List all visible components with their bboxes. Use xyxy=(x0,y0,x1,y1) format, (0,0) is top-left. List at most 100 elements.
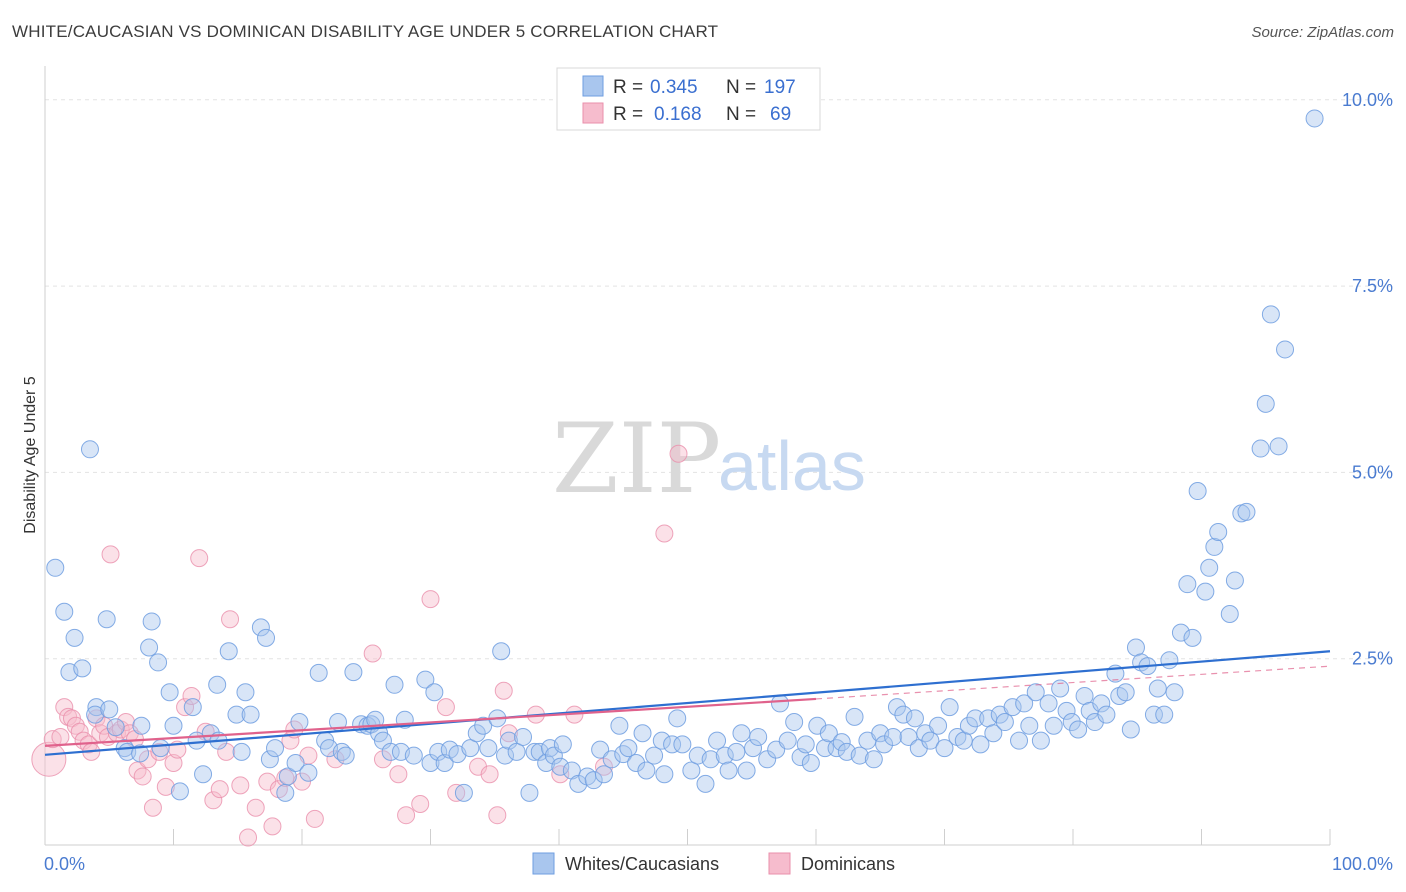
dominican-point xyxy=(133,767,152,786)
dominican-point xyxy=(326,750,345,769)
white-caucasian-point xyxy=(1069,720,1088,739)
white-caucasian-point xyxy=(682,761,701,780)
white-caucasian-point xyxy=(1171,623,1190,642)
white-caucasian-point xyxy=(744,739,763,758)
white-caucasian-point xyxy=(1097,705,1116,724)
white-caucasian-point xyxy=(652,731,671,750)
dominican-point xyxy=(488,806,507,825)
white-caucasian-point xyxy=(959,716,978,735)
white-caucasian-point xyxy=(553,735,572,754)
white-caucasian-point xyxy=(496,746,515,765)
white-caucasian-point xyxy=(429,742,448,761)
white-caucasian-point xyxy=(727,742,746,761)
white-caucasian-point xyxy=(619,739,638,758)
white-caucasian-point xyxy=(1269,437,1288,456)
white-caucasian-point xyxy=(1092,694,1111,713)
white-caucasian-point xyxy=(995,713,1014,732)
white-caucasian-point xyxy=(758,750,777,769)
white-caucasian-point xyxy=(336,746,355,765)
white-caucasian-point xyxy=(278,767,297,786)
white-caucasian-point xyxy=(142,612,161,631)
legend-n-value-1: 197 xyxy=(764,77,796,98)
white-caucasian-point xyxy=(260,750,279,769)
white-caucasian-point xyxy=(1062,713,1081,732)
dominican-point xyxy=(231,776,250,795)
white-caucasian-point xyxy=(1039,694,1058,713)
white-caucasian-point xyxy=(614,745,633,764)
white-caucasian-point xyxy=(251,618,270,637)
white-caucasian-point xyxy=(1276,340,1295,359)
white-caucasian-point xyxy=(1003,698,1022,717)
white-caucasian-point xyxy=(899,727,918,746)
dominican-point xyxy=(389,765,408,784)
white-caucasian-point xyxy=(474,716,493,735)
white-caucasian-point xyxy=(778,731,797,750)
white-caucasian-point xyxy=(435,754,454,773)
y-tick-label-3: 10.0% xyxy=(1342,90,1393,110)
white-caucasian-point xyxy=(97,610,116,629)
white-caucasian-point xyxy=(416,670,435,689)
white-caucasian-point xyxy=(633,724,652,743)
white-caucasian-point xyxy=(1051,679,1070,698)
white-caucasian-point xyxy=(708,731,727,750)
white-caucasian-point xyxy=(1178,575,1197,594)
white-caucasian-point xyxy=(131,744,150,763)
dominican-point xyxy=(411,795,430,814)
dominican-point xyxy=(499,724,518,743)
white-caucasian-point xyxy=(1209,523,1228,542)
legend-n-label-1: N = xyxy=(726,77,756,98)
white-caucasian-point xyxy=(1020,716,1039,735)
dominican-point xyxy=(176,698,195,717)
white-caucasian-point xyxy=(86,705,105,724)
dominican-trendline-extension xyxy=(815,665,1331,700)
dominican-point xyxy=(239,828,258,847)
white-caucasian-point xyxy=(591,740,610,759)
chart-source: Source: ZipAtlas.com xyxy=(1251,24,1394,41)
legend-swatch-pink xyxy=(582,102,604,124)
white-caucasian-point xyxy=(696,774,715,793)
white-caucasian-point xyxy=(514,727,533,746)
white-caucasian-point xyxy=(701,750,720,769)
white-caucasian-point xyxy=(344,663,363,682)
white-caucasian-point xyxy=(1256,394,1275,413)
white-caucasian-point xyxy=(966,709,985,728)
y-tick-labels: 2.5% 5.0% 7.5% 10.0% xyxy=(1342,90,1393,669)
white-caucasian-point xyxy=(1183,628,1202,647)
dominican-point xyxy=(421,590,440,609)
dominican-point xyxy=(246,798,265,817)
white-caucasian-point xyxy=(492,642,511,661)
dominican-point xyxy=(436,698,455,717)
dominican-point xyxy=(156,777,175,796)
dominican-point xyxy=(494,681,513,700)
white-caucasian-point xyxy=(940,698,959,717)
white-caucasian-point xyxy=(715,746,734,765)
white-caucasian-point xyxy=(645,746,664,765)
white-caucasian-point xyxy=(467,724,486,743)
bottom-legend: Whites/Caucasians Dominicans xyxy=(532,852,895,875)
watermark-zip: ZIP xyxy=(552,403,721,515)
dominican-point xyxy=(363,644,382,663)
chart-title: WHITE/CAUCASIAN VS DOMINICAN DISABILITY … xyxy=(12,22,719,41)
dominican-point xyxy=(128,761,147,780)
white-caucasian-point xyxy=(551,757,570,776)
bottom-legend-label-1: Whites/Caucasians xyxy=(565,854,719,874)
white-caucasian-point xyxy=(164,716,183,735)
white-caucasian-point xyxy=(1144,705,1163,724)
white-caucasian-point xyxy=(737,761,756,780)
white-caucasian-point xyxy=(771,694,790,713)
dominican-point xyxy=(204,791,223,810)
white-caucasian-point xyxy=(875,735,894,754)
dominican-point xyxy=(551,765,570,784)
legend-r-label-1: R = xyxy=(613,77,643,98)
white-caucasian-point xyxy=(151,739,170,758)
white-caucasian-point xyxy=(299,763,318,782)
bottom-legend-label-2: Dominicans xyxy=(801,854,895,874)
white-caucasian-point xyxy=(55,602,74,621)
white-caucasian-point xyxy=(73,659,92,678)
dominican-point xyxy=(221,610,240,629)
white-caucasian-point xyxy=(479,739,498,758)
white-caucasian-point xyxy=(569,774,588,793)
white-caucasian-point xyxy=(1148,679,1167,698)
dominican-point xyxy=(373,750,392,769)
